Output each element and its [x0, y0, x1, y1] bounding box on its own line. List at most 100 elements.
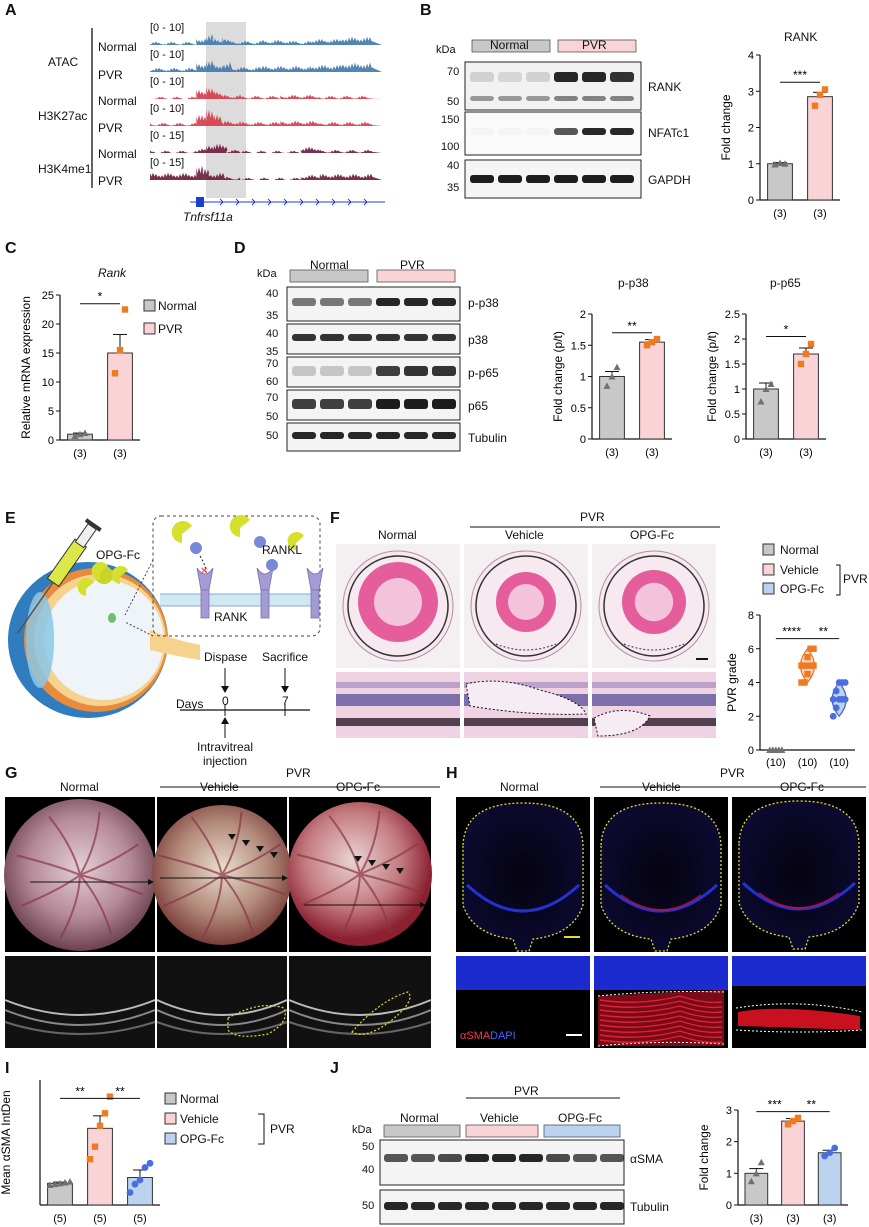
fundus-vessel	[48, 816, 81, 876]
arrowhead	[368, 860, 376, 866]
h-stain-asma: αSMA	[460, 1030, 491, 1042]
data-point	[106, 1093, 114, 1100]
histo-layer	[592, 694, 716, 706]
blot-band	[582, 96, 606, 101]
legend-swatch	[762, 582, 775, 595]
bar	[817, 1152, 842, 1206]
bar	[807, 96, 833, 201]
blot-band	[465, 1154, 489, 1162]
y-axis-label: Fold change (p/t)	[705, 331, 719, 422]
marker-d-1: 40	[266, 288, 279, 300]
blot-band	[411, 1202, 435, 1210]
blot-band	[573, 1154, 597, 1162]
blot-band	[610, 128, 634, 135]
y-tick-label: 0	[748, 745, 754, 757]
y-tick-label: 4	[748, 50, 754, 62]
histo-lesion	[593, 710, 651, 737]
data-point	[136, 1176, 144, 1184]
blot-band	[573, 1202, 597, 1210]
sig-label: **	[807, 1098, 817, 1112]
kda-label-b: kDa	[436, 44, 456, 56]
data-point	[832, 687, 840, 695]
data-point	[804, 653, 811, 661]
blot-band	[320, 432, 344, 439]
data-point	[653, 335, 661, 343]
sig-label: **	[819, 625, 829, 639]
band-p38: p38	[468, 333, 489, 347]
data-point	[101, 1110, 109, 1117]
blot-band	[432, 298, 456, 306]
track-mark-atac: ATAC	[48, 55, 79, 69]
histo-retina	[347, 555, 449, 657]
track-mark-h3k27ac: H3K27ac	[38, 109, 88, 123]
data-point	[776, 159, 784, 167]
y-tick-label: 2	[748, 711, 754, 723]
blot-band	[348, 334, 372, 341]
oct-layer	[156, 999, 288, 1016]
data-point	[96, 1122, 104, 1130]
data-point	[71, 432, 79, 439]
sig-label: **	[75, 1084, 85, 1098]
blot-band	[465, 1202, 489, 1210]
marker-150: 150	[441, 114, 460, 126]
blot-band	[376, 334, 400, 341]
fluor-eye	[462, 802, 584, 952]
track-signal-4	[150, 108, 382, 126]
blot-band	[348, 432, 372, 439]
highlight-region	[206, 22, 246, 198]
y-tick-label: 15	[42, 348, 54, 360]
blot-band	[292, 399, 316, 409]
y-tick-label: 0	[726, 1200, 732, 1212]
g-col-vehicle: Vehicle	[200, 780, 239, 794]
data-point	[784, 1121, 792, 1128]
gene-arrow	[267, 198, 272, 206]
band-nfatc1: NFATc1	[648, 126, 690, 140]
y-tick-label: 5	[48, 406, 54, 418]
chart-b: 0 1 2 3 4 (3) (3) Fold change ***	[719, 50, 840, 220]
data-point	[111, 370, 119, 377]
fundus-vessel	[328, 815, 361, 875]
y-tick-label: 25	[42, 290, 54, 302]
track-cond-4: PVR	[98, 121, 123, 135]
dispase-label: Dispase	[204, 650, 248, 664]
blot-band	[320, 334, 344, 341]
h-col-vehicle: Vehicle	[642, 780, 681, 794]
y-tick-label: 1	[734, 384, 740, 396]
track-signal-3	[150, 86, 382, 99]
track-signal-5	[150, 143, 382, 153]
track-signal-1	[150, 33, 382, 45]
track-range-4: [0 - 10]	[150, 103, 185, 115]
fluor-eye	[738, 800, 860, 950]
x-tick-label: (10)	[766, 757, 786, 769]
y-tick-label: 2.5	[725, 309, 740, 321]
data-point	[146, 1159, 154, 1167]
gene-arrow	[251, 198, 256, 206]
g-col-opg: OPG-Fc	[336, 780, 380, 794]
data-point	[126, 1189, 134, 1196]
track-signal-2	[150, 60, 382, 72]
data-point	[841, 695, 849, 703]
legend-i-normal: Normal	[180, 1092, 219, 1106]
marker-50: 50	[447, 96, 460, 108]
blot-band	[348, 298, 372, 306]
y-axis-label: Fold change (p/t)	[551, 331, 565, 422]
x-tick-label: (3)	[750, 1213, 763, 1225]
blot-band	[470, 96, 494, 101]
fundus-vessel	[221, 843, 281, 876]
blot-band	[600, 1202, 624, 1210]
asma-fiber	[599, 1025, 723, 1034]
g-pvr-label: PVR	[286, 766, 311, 780]
marker-d-8: 50	[266, 411, 279, 423]
histo-retina	[475, 555, 577, 657]
legend-f-opg: OPG-Fc	[780, 582, 824, 596]
panel-letter-b: B	[420, 2, 432, 19]
track-range-5: [0 - 15]	[150, 130, 185, 142]
sig-label: **	[627, 319, 637, 333]
band-rank: RANK	[648, 80, 682, 94]
asma-fiber	[599, 1030, 723, 1039]
data-point	[603, 382, 611, 389]
data-point	[643, 342, 651, 349]
y-tick-label: 10	[42, 377, 54, 389]
